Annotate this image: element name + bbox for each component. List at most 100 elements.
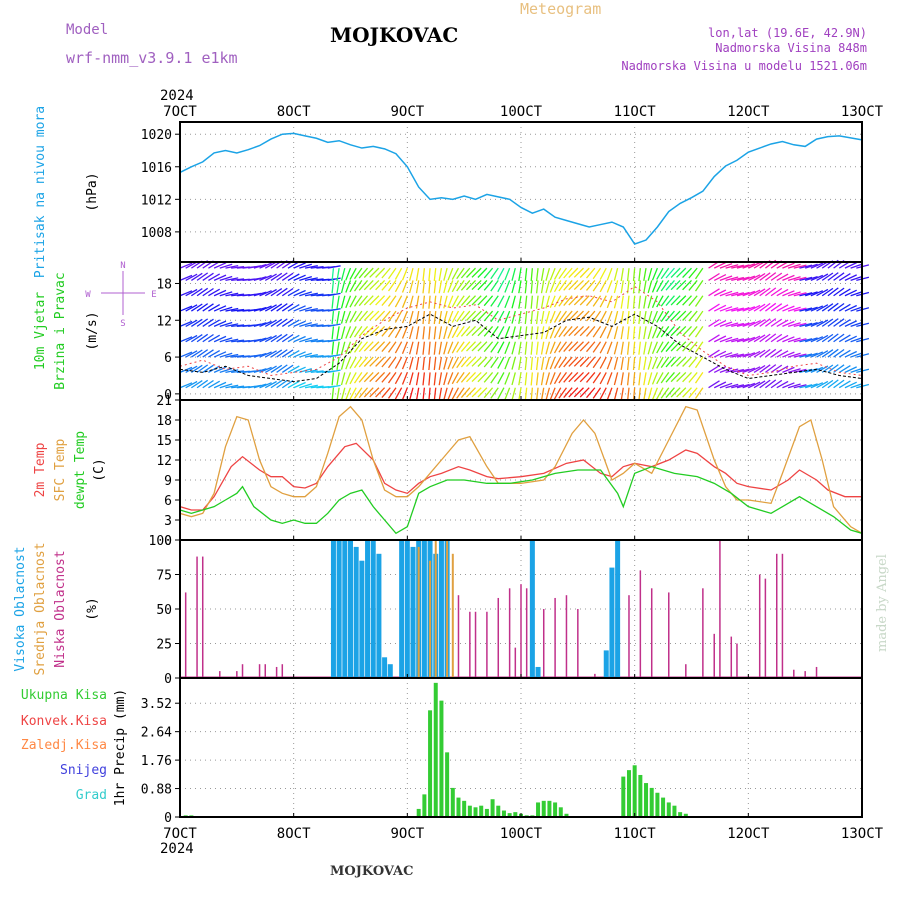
wind-barb	[340, 356, 346, 370]
wind-barb	[381, 279, 391, 291]
wind-barb	[579, 279, 590, 291]
wind-barb	[632, 372, 636, 386]
wind-barb	[770, 333, 783, 343]
wind-barb	[725, 322, 739, 328]
wind-barb	[748, 304, 761, 312]
wind-barb	[504, 310, 511, 324]
wind-barb	[606, 310, 613, 324]
wind-barb	[647, 326, 653, 340]
wind-barb	[299, 383, 312, 389]
wind-barb	[719, 352, 733, 358]
x-tick-label-bottom: 7OCT	[163, 826, 197, 842]
model-label: Model	[66, 22, 108, 38]
wind-barb	[753, 303, 766, 312]
y-tick-label: 50	[156, 603, 172, 618]
wind-barb	[553, 326, 562, 339]
wind-barb	[471, 341, 482, 352]
wind-barb	[545, 280, 551, 294]
wind-barb	[810, 262, 824, 269]
wind-barb	[213, 320, 227, 327]
wind-barb	[787, 368, 801, 374]
wind-barb	[433, 280, 437, 294]
wind-barb	[381, 387, 391, 399]
wind-barb	[776, 380, 789, 389]
wind-barb	[327, 308, 341, 312]
wind-barb	[466, 295, 477, 306]
wind-barb	[632, 280, 636, 294]
wind-barb	[231, 385, 245, 389]
wind-barb	[225, 323, 239, 328]
wind-barb	[688, 387, 698, 399]
wind-barb	[456, 267, 465, 280]
wind-barb	[719, 290, 733, 297]
wind-barb	[558, 310, 567, 323]
wind-barb	[483, 267, 494, 279]
wind-barb	[408, 356, 414, 370]
wind-barb	[327, 338, 341, 343]
wind-barb	[613, 387, 619, 401]
wind-barb	[606, 372, 613, 385]
wind-barb	[549, 295, 556, 309]
wind-barb	[358, 279, 369, 291]
wind-barb	[340, 280, 346, 294]
wind-barb	[688, 356, 698, 368]
x-tick-label-bottom: 11OCT	[614, 826, 657, 842]
x-tick-label-top: 13OCT	[841, 104, 884, 120]
wind-barb	[643, 356, 647, 371]
wind-barb	[670, 325, 681, 337]
wind-barb	[665, 310, 675, 322]
wind-barb	[821, 333, 834, 343]
wind-barb	[540, 372, 545, 386]
wind-barb	[202, 318, 214, 327]
wind-barb	[353, 341, 363, 353]
wind-barb	[375, 295, 386, 306]
wind-barb	[708, 380, 720, 389]
low-cloud-bar	[469, 611, 471, 678]
wind-barb	[353, 356, 363, 369]
wind-barb	[349, 267, 357, 280]
wind-barb	[433, 356, 437, 371]
high-cloud-bar	[365, 540, 371, 678]
wind-barb	[844, 335, 857, 343]
x-tick-label-top: 7OCT	[163, 104, 197, 120]
wind-barb	[358, 341, 369, 353]
wind-barb	[731, 307, 745, 312]
wind-barb	[336, 310, 340, 325]
wind-barb	[647, 356, 653, 370]
wind-barb	[719, 263, 733, 269]
wind-barb	[185, 334, 198, 343]
wind-barb	[844, 381, 857, 389]
wind-barb	[770, 349, 783, 358]
wind-barb	[626, 295, 630, 309]
wind-barb	[660, 280, 670, 292]
wind-barb	[643, 372, 647, 386]
wind-barb	[225, 264, 239, 269]
wind-barb	[586, 310, 596, 322]
wind-barb	[336, 268, 340, 282]
wind-barb	[408, 280, 414, 294]
wind-barb	[349, 295, 357, 308]
low-cloud-bar	[508, 588, 511, 678]
wind-barb	[770, 303, 783, 312]
wind-barb	[353, 267, 363, 280]
y-tick-label: 1020	[141, 128, 172, 143]
wind-barb	[549, 387, 556, 401]
wind-barb	[433, 310, 437, 325]
wind-barb	[518, 310, 522, 325]
wind-barb	[264, 319, 277, 327]
wind-barb	[563, 279, 573, 291]
wind-barb	[331, 326, 335, 340]
wind-barb	[656, 267, 664, 280]
wind-barb	[253, 263, 267, 269]
wind-barb	[753, 380, 766, 389]
wind-barb	[293, 274, 306, 281]
wind-barb	[553, 356, 562, 369]
wind-barb	[651, 310, 659, 324]
wind-barb	[202, 272, 214, 281]
wind-barb	[299, 275, 312, 282]
wind-barb	[688, 341, 698, 353]
wind-barb	[844, 350, 857, 358]
wind-barb	[191, 272, 203, 281]
wind-barb	[764, 364, 777, 373]
